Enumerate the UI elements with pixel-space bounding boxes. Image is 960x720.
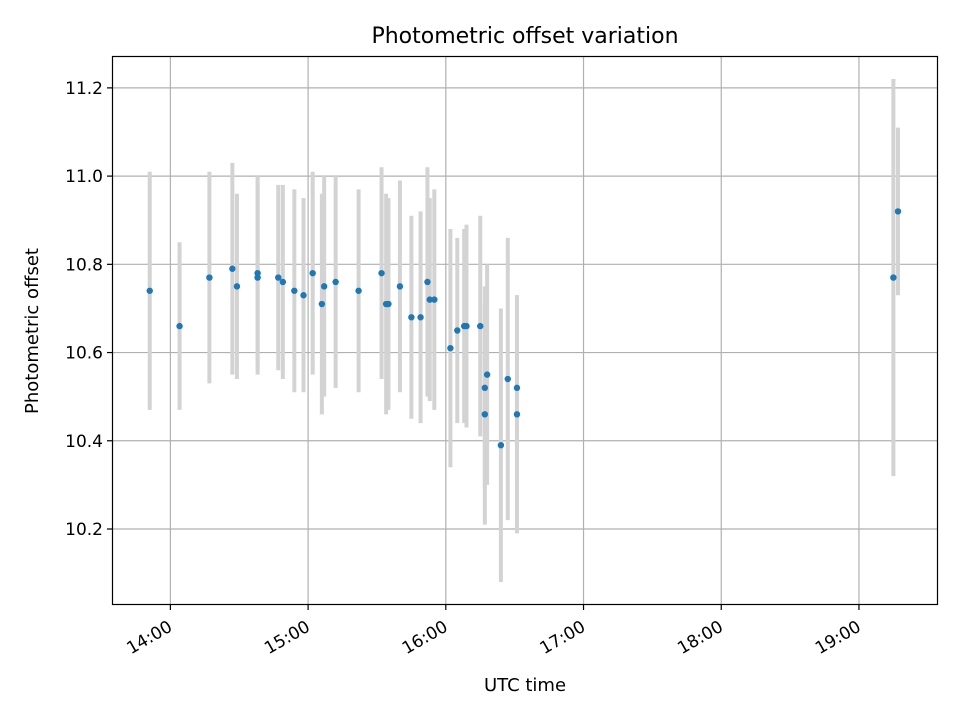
x-axis-label: UTC time [484, 675, 566, 696]
data-point [483, 371, 491, 378]
data-point [447, 344, 454, 352]
data-point [463, 322, 470, 330]
y-tick-label: 10.4 [65, 432, 103, 452]
data-point [408, 314, 415, 321]
y-axis-label: Photometric offset [22, 248, 43, 414]
data-point [355, 287, 362, 294]
data-point [229, 265, 236, 272]
data-point [300, 292, 307, 299]
data-point [332, 278, 339, 286]
data-point [396, 283, 404, 290]
data-point [176, 322, 183, 330]
y-tick-label: 10.2 [65, 520, 103, 540]
data-point [291, 287, 298, 294]
data-point [431, 296, 438, 303]
data-point [426, 296, 433, 303]
data-point [513, 384, 521, 392]
data-point [477, 322, 484, 330]
data-point [254, 269, 261, 277]
y-tick-label: 10.6 [65, 344, 103, 364]
data-point [424, 278, 431, 286]
plot-frame [111, 55, 939, 606]
data-point [481, 411, 489, 418]
data-point [206, 274, 213, 281]
data-point [318, 300, 326, 308]
data-point [454, 327, 461, 334]
data-point [417, 314, 424, 321]
data-point [146, 287, 153, 294]
y-tick-label: 11.2 [65, 79, 103, 99]
data-point [890, 274, 897, 281]
data-point [894, 208, 902, 215]
grid [113, 57, 937, 604]
data-point [481, 384, 489, 392]
y-tick-label: 11.0 [65, 167, 103, 187]
y-tick-label: 10.8 [65, 255, 103, 275]
data-point [233, 283, 241, 290]
data-point [504, 375, 511, 383]
data-point [497, 441, 505, 449]
data-point [275, 274, 282, 281]
data-point [254, 274, 261, 281]
data-point [279, 278, 287, 286]
data-point [513, 411, 521, 418]
data-point [320, 283, 328, 290]
markers [146, 208, 902, 449]
data-point [309, 269, 316, 277]
chart-title: Photometric offset variation [371, 24, 678, 49]
data-point [378, 269, 385, 277]
data-point [385, 300, 392, 308]
